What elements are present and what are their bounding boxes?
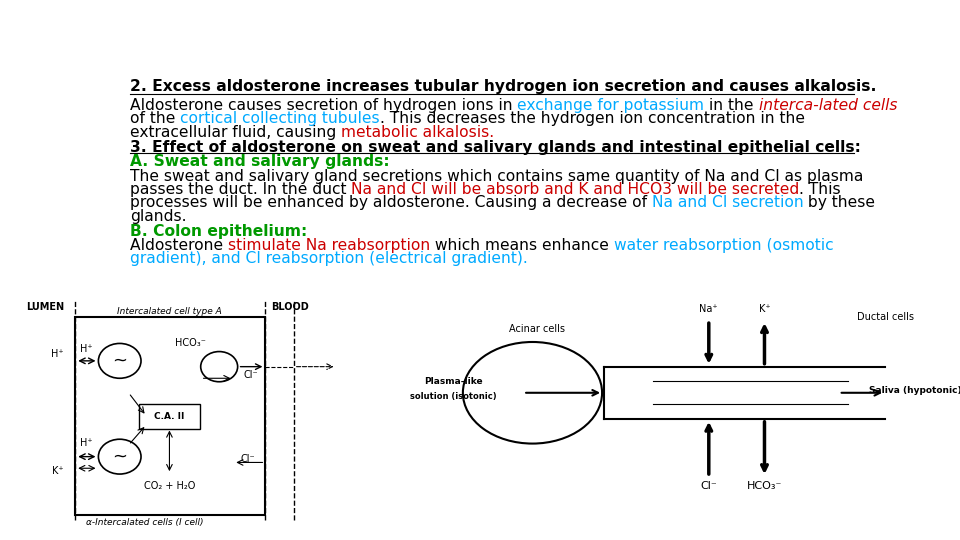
Text: C.A. II: C.A. II: [155, 412, 184, 421]
Circle shape: [201, 352, 238, 382]
Bar: [75, 318, 265, 515]
FancyBboxPatch shape: [139, 404, 200, 429]
Text: α-Intercalated cells (I cell): α-Intercalated cells (I cell): [85, 518, 204, 527]
Text: A. Sweat and salivary glands:: A. Sweat and salivary glands:: [130, 154, 390, 169]
Text: 2. Excess aldosterone increases tubular hydrogen ion secretion and causes alkalo: 2. Excess aldosterone increases tubular …: [130, 79, 876, 94]
Text: glands.: glands.: [130, 208, 186, 224]
Text: metabolic alkalosis.: metabolic alkalosis.: [341, 125, 494, 140]
Text: . This decreases the hydrogen ion concentration in the: . This decreases the hydrogen ion concen…: [379, 111, 804, 126]
Text: . This: . This: [800, 182, 841, 197]
Text: Ductal cells: Ductal cells: [857, 312, 914, 322]
Ellipse shape: [463, 342, 602, 443]
Circle shape: [99, 439, 141, 474]
Text: H⁺: H⁺: [51, 348, 64, 359]
Text: Na and Cl will be absorb and K and HCO3 will be secreted: Na and Cl will be absorb and K and HCO3 …: [351, 182, 800, 197]
Text: solution (isotonic): solution (isotonic): [410, 392, 497, 401]
Text: ~: ~: [112, 352, 128, 370]
Text: ~: ~: [112, 448, 128, 465]
Text: exchange for potassium: exchange for potassium: [517, 98, 705, 113]
Text: Saliva (hypotonic)(: Saliva (hypotonic)(: [869, 386, 960, 395]
Text: Na and Cl secretion: Na and Cl secretion: [652, 195, 804, 211]
Text: Aldosterone causes secretion of hydrogen ions in: Aldosterone causes secretion of hydrogen…: [130, 98, 517, 113]
Text: Plasma-like: Plasma-like: [424, 377, 483, 386]
Text: H⁺: H⁺: [80, 438, 92, 449]
Text: Cl⁻: Cl⁻: [244, 370, 258, 380]
Text: water reabsorption (osmotic: water reabsorption (osmotic: [613, 238, 833, 253]
Text: Intercalated cell type A: Intercalated cell type A: [117, 307, 222, 316]
Text: cortical collecting tubules: cortical collecting tubules: [180, 111, 379, 126]
Text: Acinar cells: Acinar cells: [509, 324, 565, 334]
Text: B. Colon epithelium:: B. Colon epithelium:: [130, 224, 307, 239]
Text: 3. Effect of aldosterone on sweat and salivary glands and intestinal epithelial : 3. Effect of aldosterone on sweat and sa…: [130, 140, 860, 154]
Text: of the: of the: [130, 111, 180, 126]
Text: processes will be enhanced by aldosterone. Causing a decrease of: processes will be enhanced by aldosteron…: [130, 195, 652, 211]
Text: gradient), and Cl reabsorption (electrical gradient).: gradient), and Cl reabsorption (electric…: [130, 252, 527, 267]
Text: by these: by these: [804, 195, 876, 211]
Text: interca-lated cells: interca-lated cells: [758, 98, 897, 113]
Circle shape: [99, 343, 141, 378]
Text: The sweat and salivary gland secretions which contains same quantity of Na and C: The sweat and salivary gland secretions …: [130, 168, 863, 184]
Text: Cl⁻: Cl⁻: [701, 481, 717, 490]
Text: LUMEN: LUMEN: [26, 302, 64, 312]
Text: BLOOD: BLOOD: [272, 302, 309, 312]
Text: HCO₃⁻: HCO₃⁻: [176, 339, 206, 348]
Text: in the: in the: [705, 98, 758, 113]
Text: HCO₃⁻: HCO₃⁻: [747, 481, 782, 490]
Text: H⁺: H⁺: [80, 344, 92, 354]
Text: which means enhance: which means enhance: [430, 238, 613, 253]
Text: CO₂ + H₂O: CO₂ + H₂O: [144, 481, 195, 490]
Text: K⁺: K⁺: [758, 303, 770, 314]
Text: extracellular fluid, causing: extracellular fluid, causing: [130, 125, 341, 140]
Text: passes the duct. In the duct: passes the duct. In the duct: [130, 182, 351, 197]
Text: Na⁺: Na⁺: [700, 303, 718, 314]
Text: K⁺: K⁺: [52, 466, 63, 476]
Text: stimulate Na reabsorption: stimulate Na reabsorption: [228, 238, 430, 253]
Text: Cl⁻: Cl⁻: [240, 455, 255, 464]
Text: Aldosterone: Aldosterone: [130, 238, 228, 253]
